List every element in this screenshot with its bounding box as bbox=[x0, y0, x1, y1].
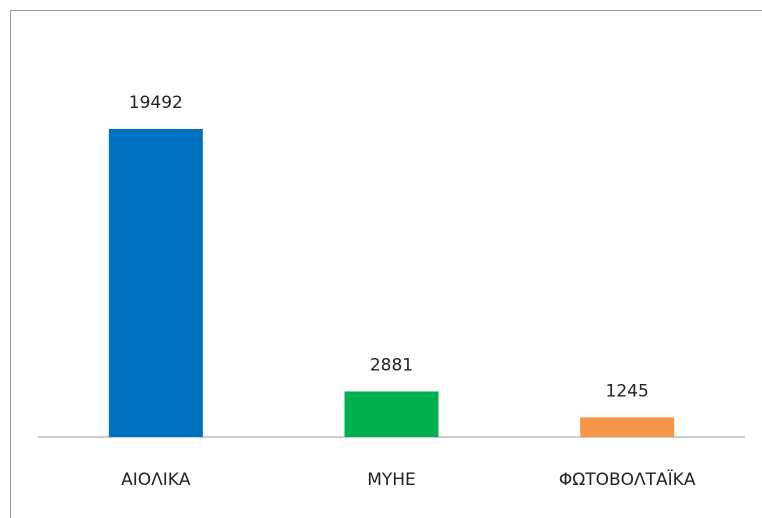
data-label: 2881 bbox=[370, 355, 413, 375]
data-label: 19492 bbox=[129, 93, 183, 113]
bar bbox=[580, 417, 675, 437]
bar bbox=[344, 391, 439, 437]
data-label: 1245 bbox=[606, 381, 649, 401]
x-tick-label: ΜΥΗΕ bbox=[367, 470, 416, 490]
bar bbox=[108, 129, 203, 437]
x-tick-label: ΑΙΟΛΙΚΑ bbox=[121, 470, 191, 490]
x-tick-label: ΦΩΤΟΒΟΛΤΑΪΚΑ bbox=[559, 469, 696, 490]
